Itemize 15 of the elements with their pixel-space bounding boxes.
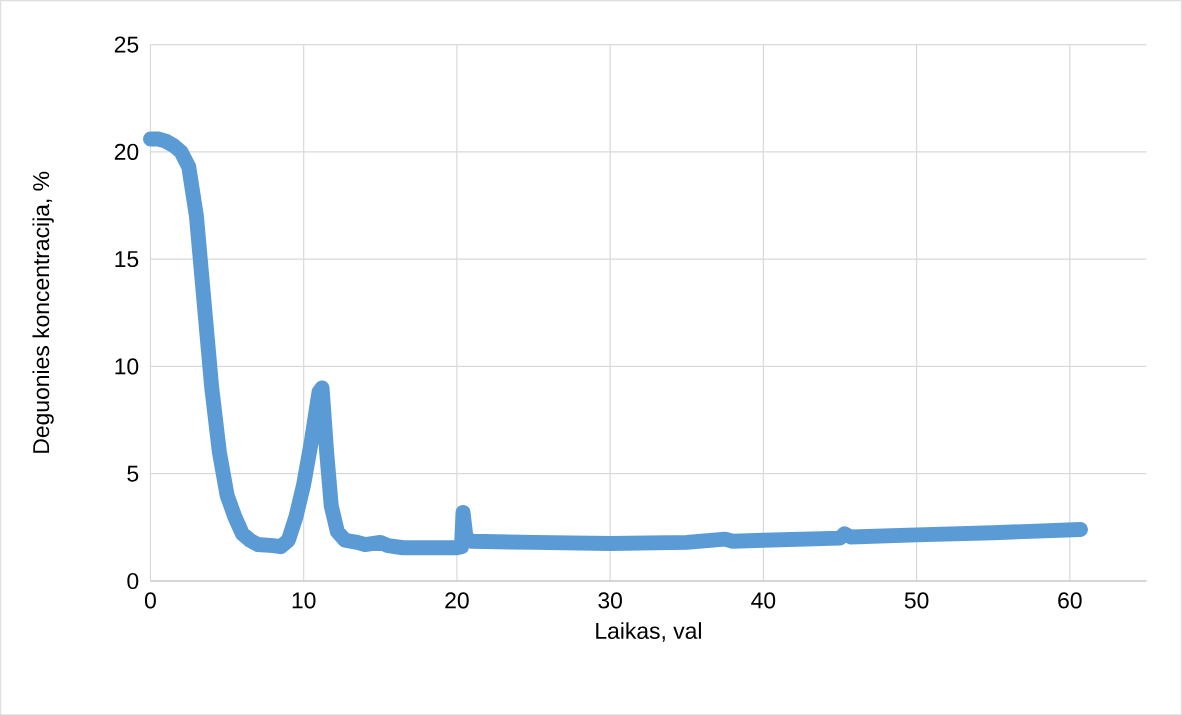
x-tick-label: 30 bbox=[598, 592, 622, 609]
y-tick-label: 25 bbox=[114, 36, 139, 53]
y-tick-label: 10 bbox=[115, 358, 139, 375]
x-tick-label: 60 bbox=[1058, 592, 1082, 609]
x-tick-label: 50 bbox=[904, 592, 929, 609]
y-tick-label: 5 bbox=[127, 465, 139, 482]
y-tick-label: 15 bbox=[115, 250, 139, 267]
x-axis-title: Laikas, val bbox=[596, 621, 701, 642]
x-tick-label: 20 bbox=[445, 592, 469, 609]
y-axis-title: Deguonies koncentracija, % bbox=[32, 171, 54, 453]
y-tick-label: 20 bbox=[114, 143, 139, 160]
x-tick-label: 40 bbox=[751, 592, 776, 609]
x-tick-label: 0 bbox=[144, 592, 156, 609]
x-tick-label: 10 bbox=[292, 592, 316, 609]
y-tick-label: 0 bbox=[127, 572, 139, 589]
